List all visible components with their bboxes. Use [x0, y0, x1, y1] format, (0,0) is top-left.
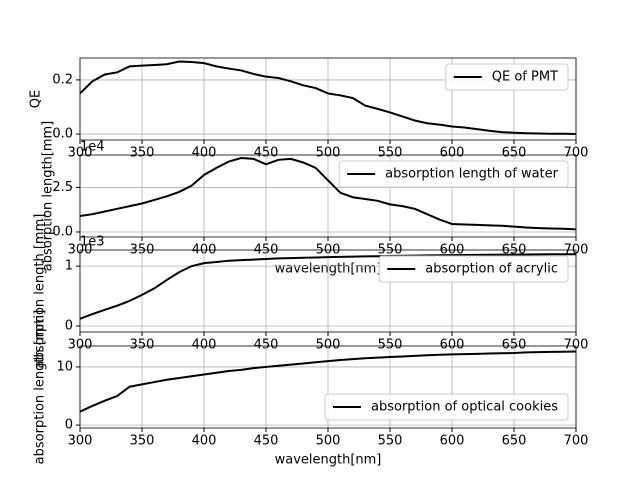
subplot: 300 350 400 450 500 550 600 650 700 0 10 absorption…: [33, 310, 589, 468]
x-tick-label: 650: [502, 338, 527, 353]
y-axis-label: QE: [29, 90, 44, 108]
y-axis-label: absorption length[mm]: [41, 121, 56, 271]
x-tick-label: 300: [68, 146, 93, 161]
subplot: 300 350 400 450 500 550 600 650 700 0.0 0.2 QE QE of…: [29, 57, 589, 161]
legend-box: [445, 63, 569, 91]
x-tick-label: 650: [502, 146, 527, 161]
y-axis-label: absorption length [mm]: [33, 214, 48, 369]
x-tick-label: 350: [130, 338, 155, 353]
axes-frame: [79, 345, 577, 429]
x-tick-label: 550: [378, 434, 403, 449]
x-tick-label: 400: [192, 146, 217, 161]
x-tick-label: 400: [192, 434, 217, 449]
x-tick-label: 550: [378, 338, 403, 353]
x-tick-label: 300: [68, 338, 93, 353]
x-tick-label: 350: [130, 434, 155, 449]
offset-text: 1e4: [80, 140, 105, 155]
x-tick-label: 350: [130, 146, 155, 161]
x-tick-label: 700: [564, 146, 589, 161]
x-tick-label: 700: [564, 338, 589, 353]
y-tick-label: 1: [65, 259, 73, 274]
legend: QE of PMT: [445, 63, 569, 91]
y-tick-label: 0.0: [52, 127, 73, 142]
x-tick-label: 500: [316, 146, 341, 161]
x-tick-label: 300: [68, 434, 93, 449]
y-tick-label: 10: [56, 359, 73, 374]
x-tick-label: 500: [316, 338, 341, 353]
legend-label: QE of PMT: [492, 70, 558, 85]
x-tick-label: 600: [440, 146, 465, 161]
x-tick-label: 700: [564, 434, 589, 449]
data-line: [79, 157, 577, 231]
x-tick-label: 600: [440, 434, 465, 449]
axes-frame: [79, 154, 577, 238]
x-tick-label: 600: [440, 338, 465, 353]
y-tick-label: 0: [65, 418, 73, 433]
x-tick-label: 450: [254, 338, 279, 353]
y-tick-label: 0.2: [52, 72, 73, 87]
data-line: [79, 60, 577, 136]
y-axis-label: absorption length [mm]: [33, 310, 48, 465]
y-tick-label: 0: [65, 319, 73, 334]
legend: absorption length of water: [338, 160, 569, 188]
legend-label: absorption of optical cookies: [371, 400, 558, 415]
x-tick-label: 450: [254, 146, 279, 161]
subplot: 300 350 400 450 500 550 600 650 700 0 1 1e3 absorpti…: [33, 214, 589, 369]
x-tick-label: 650: [502, 434, 527, 449]
y-tick-label: 0.0: [52, 225, 73, 240]
x-tick-label: 400: [192, 338, 217, 353]
subplot: 300 350 400 450 500 550 600 650 700 0.0 2.5 1e4 abso…: [41, 121, 589, 277]
legend-label: absorption length of water: [385, 167, 559, 182]
data-line: [79, 350, 577, 413]
legend-box: [378, 255, 569, 283]
legend-label: absorption of acrylic: [425, 262, 558, 277]
axes-frame: [79, 57, 577, 141]
x-axis-label: wavelength[nm]: [275, 453, 382, 468]
legend: absorption of optical cookies: [324, 393, 569, 421]
legend-box: [324, 393, 569, 421]
y-tick-label: 2.5: [52, 180, 73, 195]
legend-box: [338, 160, 569, 188]
data-line: [79, 253, 577, 320]
x-tick-label: 550: [378, 146, 403, 161]
legend: absorption of acrylic: [378, 255, 569, 283]
x-tick-label: 450: [254, 434, 279, 449]
axes-frame: [79, 249, 577, 333]
offset-text: 1e3: [80, 235, 105, 250]
x-tick-label: 500: [316, 434, 341, 449]
